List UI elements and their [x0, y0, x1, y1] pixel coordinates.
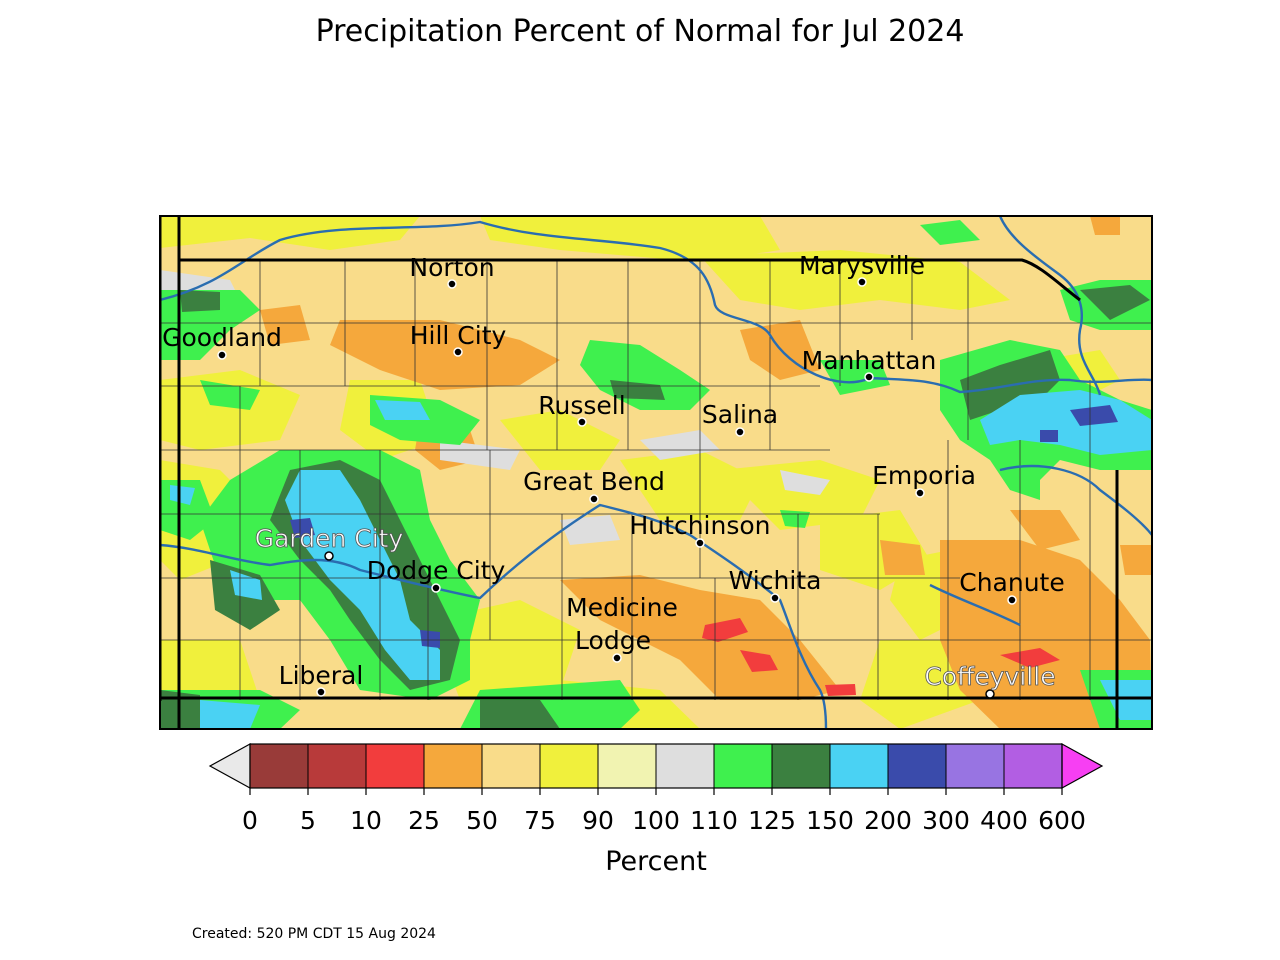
- city-dodge-city: Dodge City: [367, 556, 506, 593]
- city-dot: [453, 347, 463, 357]
- colorbar-bin: [829, 743, 889, 789]
- city-label: Dodge City: [367, 556, 506, 585]
- city-goodland: Goodland: [162, 323, 282, 360]
- colorbar: 0 5 10 25 50 75 90 100 110 125 150 200 300 400 600 Per…: [208, 742, 1104, 877]
- colorbar-tick-label: 50: [466, 806, 498, 835]
- city-great-bend: Great Bend: [523, 467, 665, 504]
- kansas-border: [160, 216, 1152, 729]
- colorbar-bin: [713, 743, 773, 789]
- colorbar-tick-label: 90: [582, 806, 614, 835]
- colorbar-bin: [597, 743, 657, 789]
- colorbar-bin: [771, 743, 831, 789]
- city-dot: [577, 417, 587, 427]
- colorbar-tick-label: 25: [408, 806, 440, 835]
- colorbar-bin: [539, 743, 599, 789]
- city-label: Chanute: [959, 568, 1065, 597]
- city-liberal: Liberal: [279, 661, 364, 697]
- city-dot: [857, 277, 867, 287]
- city-dot: [1007, 595, 1017, 605]
- city-wichita: Wichita: [729, 566, 822, 603]
- city-label: Wichita: [729, 566, 822, 595]
- colorbar-tick-label: 10: [350, 806, 382, 835]
- colorbar-tick-label: 150: [806, 806, 854, 835]
- colorbar-tick-label: 300: [922, 806, 970, 835]
- map-title: Precipitation Percent of Normal for Jul …: [315, 14, 965, 49]
- city-hill-city: Hill City: [410, 321, 507, 357]
- city-dot: [431, 583, 441, 593]
- city-hutchinson: Hutchinson: [630, 511, 771, 548]
- colorbar-tick-label: 200: [864, 806, 912, 835]
- city-dot: [770, 593, 780, 603]
- colorbar-tick-label: 110: [690, 806, 738, 835]
- city-label: Liberal: [279, 661, 364, 690]
- created-timestamp: Created: 520 PM CDT 15 Aug 2024: [192, 926, 436, 942]
- city-label: Manhattan: [802, 346, 937, 375]
- city-label: Emporia: [872, 461, 976, 490]
- city-label: Marysville: [799, 251, 925, 280]
- city-dot: [316, 687, 326, 697]
- city-salina: Salina: [702, 400, 778, 437]
- colorbar-bin: [481, 743, 541, 789]
- colorbar-bin: [307, 743, 367, 789]
- colorbar-tick-label: 600: [1038, 806, 1086, 835]
- city-dot: [217, 350, 227, 360]
- city-dot: [324, 551, 334, 561]
- city-label: Salina: [702, 400, 778, 429]
- map-panel: [160, 216, 1152, 729]
- city-russell: Russell: [538, 391, 626, 427]
- city-label: Russell: [538, 391, 625, 420]
- precip-10-25-regions: [702, 618, 1060, 696]
- city-dot: [735, 427, 745, 437]
- colorbar-bin: [423, 743, 483, 789]
- city-dot: [915, 488, 925, 498]
- colorbar-bin: [887, 743, 947, 789]
- city-emporia: Emporia: [872, 461, 976, 498]
- colorbar-tick-label: 100: [632, 806, 680, 835]
- city-dot: [612, 653, 622, 663]
- precip-200-300-regions: [290, 405, 1118, 648]
- city-dot: [695, 538, 705, 548]
- colorbar-under-arrow: [208, 742, 251, 790]
- colorbar-bin: [249, 743, 309, 789]
- colorbar-tick-label: 75: [524, 806, 556, 835]
- city-markers: Norton Marysville Goodland Hill City Man…: [162, 251, 1065, 699]
- city-medicine-lodge: Medicine Lodge: [566, 593, 678, 663]
- city-label: Garden City: [255, 524, 404, 553]
- city-dot: [864, 372, 874, 382]
- colorbar-bin: [365, 743, 425, 789]
- city-label: Hutchinson: [630, 511, 771, 540]
- colorbar-tick-label: 125: [748, 806, 796, 835]
- city-label: Norton: [409, 253, 494, 282]
- colorbar-bin: [945, 743, 1005, 789]
- city-label: Hill City: [410, 321, 507, 350]
- map-frame: [159, 215, 1153, 730]
- city-coffeyville: Coffeyville: [924, 662, 1056, 699]
- city-chanute: Chanute: [959, 568, 1065, 605]
- colorbar-bin: [655, 743, 715, 789]
- colorbar-over-arrow: [1061, 742, 1104, 790]
- city-dot: [589, 494, 599, 504]
- city-dot: [447, 279, 457, 289]
- city-label: Goodland: [162, 323, 282, 352]
- city-label: Great Bend: [523, 467, 665, 496]
- city-manhattan: Manhattan: [802, 346, 937, 382]
- colorbar-label: Percent: [605, 846, 707, 877]
- colorbar-tick-label: 0: [242, 806, 258, 835]
- city-marysville: Marysville: [799, 251, 925, 287]
- city-norton: Norton: [409, 253, 495, 289]
- colorbar-tick-label: 400: [980, 806, 1028, 835]
- colorbar-tick-label: 5: [300, 806, 316, 835]
- city-dot: [985, 689, 995, 699]
- colorbar-bin: [1003, 743, 1063, 789]
- city-garden-city: Garden City: [254, 524, 404, 561]
- city-label: Coffeyville: [924, 662, 1055, 691]
- city-label: Medicine Lodge: [566, 593, 678, 655]
